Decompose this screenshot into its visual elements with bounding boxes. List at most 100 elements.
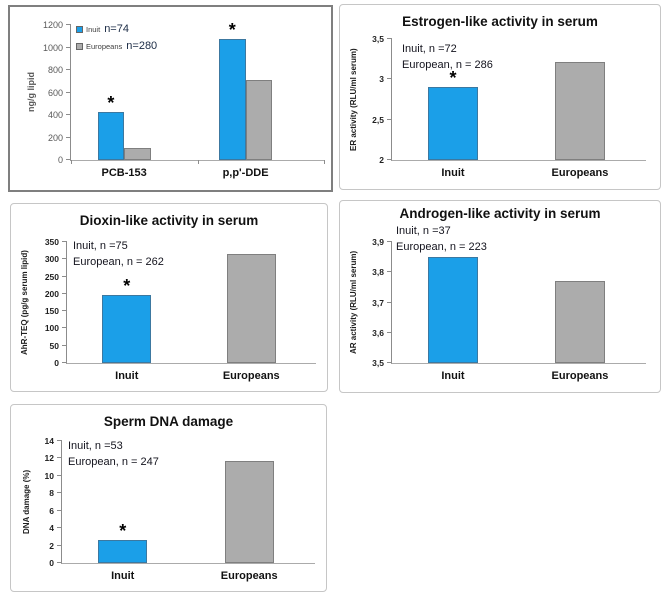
bar-european — [226, 254, 276, 363]
chart-title: Estrogen-like activity in serum — [402, 14, 598, 29]
y-tick-label: 0 — [54, 358, 59, 368]
y-tick-label: 200 — [47, 132, 63, 143]
y-tick-mark — [66, 114, 71, 115]
category-label: Inuit — [441, 370, 465, 382]
y-tick-label: 800 — [47, 65, 63, 76]
legend-row: Inuit n=74 — [76, 23, 157, 35]
y-tick-label: 350 — [44, 237, 59, 247]
y-tick-label: 10 — [44, 470, 54, 481]
y-tick-mark — [387, 362, 392, 363]
y-tick-label: 1000 — [42, 42, 63, 53]
y-tick-mark — [57, 544, 62, 546]
category-label: p,p'-DDE — [222, 167, 269, 179]
y-tick-mark — [57, 474, 62, 476]
sample-size-annotation: Inuit, n =72 European, n = 286 — [402, 41, 493, 73]
y-tick-label: 6 — [49, 505, 54, 516]
y-tick-mark — [62, 258, 67, 260]
y-tick-label: 100 — [44, 323, 59, 334]
y-tick-mark — [66, 91, 71, 93]
y-tick-mark — [66, 159, 71, 160]
significance-asterisk: * — [119, 521, 127, 542]
y-tick-mark — [57, 457, 62, 459]
y-tick-mark — [66, 24, 71, 25]
y-tick-mark — [62, 310, 67, 312]
y-tick-label: 12 — [44, 453, 54, 464]
bar-inuit — [428, 257, 478, 363]
y-tick-mark — [62, 292, 67, 294]
annotation-line: Inuit, n =53 — [68, 440, 123, 452]
annotation-line: Inuit, n =75 — [73, 240, 128, 252]
y-tick-mark — [66, 46, 71, 48]
y-tick-mark — [66, 136, 71, 138]
y-tick-mark — [387, 118, 392, 120]
category-label: Europeans — [551, 167, 609, 179]
category-label: Inuit — [441, 167, 465, 179]
y-tick-label: 2,5 — [372, 114, 384, 125]
annotation-line: European, n = 286 — [402, 59, 493, 71]
y-tick-label: 300 — [44, 254, 59, 265]
plot-area: 3,5 3,6 3,7 3,8 3,9 Inuit Europeans — [372, 237, 646, 382]
bar-european — [555, 62, 605, 160]
significance-asterisk: * — [123, 276, 131, 297]
y-tick-mark — [57, 562, 62, 563]
y-tick-label: 0 — [57, 155, 63, 165]
chart-androgen-activity: Androgen-like activity in serum Inuit, n… — [339, 200, 661, 393]
y-tick-label: 8 — [49, 488, 54, 499]
legend-label: Inuit — [86, 24, 101, 34]
y-tick-mark — [57, 440, 62, 441]
y-tick-mark — [387, 301, 392, 303]
y-tick-mark — [57, 509, 62, 511]
y-tick-label: 0 — [49, 558, 54, 568]
y-tick-label: 600 — [47, 87, 63, 98]
y-tick-mark — [387, 38, 392, 39]
annotation-line: European, n = 262 — [73, 256, 164, 268]
bar-european — [224, 461, 274, 563]
chart-title: Androgen-like activity in serum — [399, 206, 601, 221]
x-tick-mark — [197, 160, 199, 164]
bar-european — [555, 281, 605, 363]
legend-swatch-europeans — [76, 42, 83, 50]
y-tick-label: 2 — [379, 155, 384, 165]
y-tick-label: 1200 — [42, 20, 63, 30]
y-tick-mark — [57, 492, 62, 494]
plot-area: 0 200 400 600 800 1000 1200 PCB-153 p,p'-DDE * * — [43, 20, 325, 179]
y-tick-mark — [387, 331, 392, 333]
legend-sample-size: n=280 — [126, 40, 158, 52]
bar-inuit — [102, 295, 152, 363]
sample-size-annotation: Inuit, n =75 European, n = 262 — [73, 238, 164, 270]
y-tick-mark — [62, 275, 67, 277]
y-tick-label: 4 — [49, 523, 54, 534]
chart-title: Sperm DNA damage — [103, 414, 234, 429]
significance-asterisk: * — [107, 92, 115, 113]
chart-title: Dioxin-like activity in serum — [79, 213, 259, 228]
y-tick-mark — [387, 241, 392, 242]
sample-size-annotation: Inuit, n =37 European, n = 223 — [396, 223, 487, 255]
x-tick-mark — [71, 160, 72, 164]
annotation-line: European, n = 223 — [396, 241, 487, 253]
y-tick-mark — [62, 327, 67, 329]
category-label: Inuit — [111, 570, 135, 582]
y-tick-mark — [387, 159, 392, 160]
y-tick-mark — [57, 527, 62, 529]
y-tick-label: 50 — [49, 340, 59, 351]
y-tick-mark — [387, 78, 392, 80]
bar-inuit — [219, 38, 246, 160]
y-axis-label: ER activity (RLU/ml serum) — [349, 48, 358, 151]
y-tick-label: 14 — [44, 436, 54, 446]
y-tick-label: 3,7 — [372, 297, 384, 308]
category-label: Inuit — [115, 370, 139, 382]
chart-serum-contaminants: Inuit n=74 Europeans n=280 ng/g lipid 0 200 4… — [8, 5, 333, 192]
bar-european — [124, 147, 151, 160]
legend-row: Europeans n=280 — [76, 40, 157, 52]
legend-label: Europeans — [86, 41, 123, 51]
plot-area: 0 2 4 6 8 10 12 14 Inuit Europeans * — [45, 436, 315, 582]
y-tick-label: 150 — [44, 306, 59, 317]
plot-area: 2 2,5 3 3,5 Inuit Europeans * — [372, 34, 646, 179]
y-tick-label: 2 — [49, 540, 54, 551]
bar-inuit — [428, 86, 478, 160]
significance-asterisk: * — [449, 67, 457, 88]
annotation-line: Inuit, n =72 — [402, 43, 457, 55]
y-tick-mark — [62, 241, 67, 242]
y-tick-mark — [387, 271, 392, 273]
y-tick-label: 400 — [47, 110, 63, 121]
